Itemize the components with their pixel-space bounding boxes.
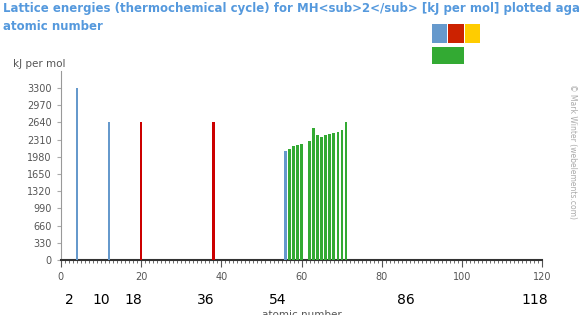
Bar <box>340 130 343 260</box>
Bar <box>317 135 319 260</box>
Bar <box>328 134 331 260</box>
Bar <box>309 141 311 260</box>
Bar <box>140 139 142 260</box>
Text: © Mark Winter (webelements.com): © Mark Winter (webelements.com) <box>568 84 577 219</box>
Bar <box>108 123 110 260</box>
Bar <box>140 123 142 260</box>
Bar <box>321 137 323 260</box>
Bar <box>313 128 315 260</box>
Bar <box>300 144 303 260</box>
X-axis label: atomic number: atomic number <box>262 310 342 315</box>
Bar <box>324 135 327 260</box>
Bar <box>212 145 215 260</box>
Bar <box>284 151 287 260</box>
Bar <box>432 48 464 64</box>
Text: kJ per mol: kJ per mol <box>13 59 66 69</box>
Bar <box>296 145 299 260</box>
Bar <box>332 133 335 260</box>
Bar <box>465 24 480 43</box>
Bar <box>336 132 339 260</box>
Text: atomic number: atomic number <box>3 20 103 33</box>
Bar <box>448 24 464 43</box>
Bar <box>292 146 295 260</box>
Bar <box>212 122 215 260</box>
Bar <box>432 24 447 43</box>
Bar <box>76 88 78 260</box>
Bar <box>345 122 347 260</box>
Text: Lattice energies (thermochemical cycle) for MH<sub>2</sub> [kJ per mol] plotted : Lattice energies (thermochemical cycle) … <box>3 2 580 14</box>
Bar <box>288 149 291 260</box>
